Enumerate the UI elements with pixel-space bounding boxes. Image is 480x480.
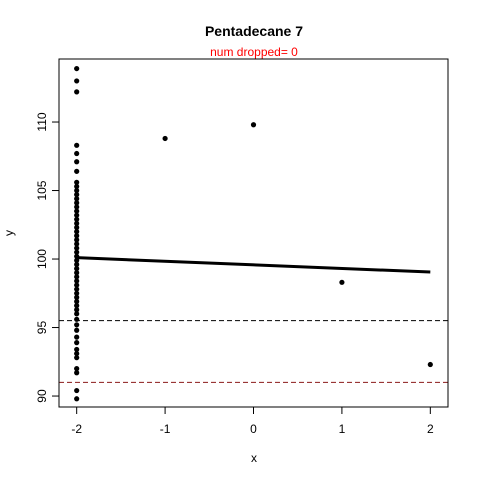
data-point bbox=[74, 366, 80, 372]
data-point bbox=[74, 159, 80, 165]
data-point bbox=[74, 303, 80, 309]
data-point bbox=[74, 316, 80, 322]
data-point bbox=[74, 307, 80, 313]
fit-line bbox=[76, 256, 431, 274]
data-point bbox=[74, 229, 80, 235]
data-point bbox=[74, 65, 80, 72]
chart-title: Pentadecane 7 bbox=[205, 23, 303, 39]
x-tick-label: 0 bbox=[250, 422, 257, 436]
data-point bbox=[74, 298, 80, 305]
chart-subtitle: num dropped= 0 bbox=[210, 45, 298, 59]
data-point bbox=[74, 204, 80, 210]
data-point bbox=[74, 200, 80, 206]
data-point bbox=[74, 183, 80, 190]
data-point bbox=[74, 274, 80, 280]
data-point bbox=[74, 249, 80, 255]
plot-frame bbox=[58, 58, 449, 408]
y-axis-label: y bbox=[2, 230, 16, 236]
x-axis-label: x bbox=[251, 451, 257, 465]
data-point bbox=[74, 294, 80, 300]
data-point bbox=[74, 322, 80, 328]
data-point bbox=[339, 279, 345, 285]
data-point bbox=[74, 346, 80, 353]
data-point bbox=[74, 350, 80, 357]
data-point bbox=[74, 261, 80, 268]
data-point bbox=[74, 78, 80, 84]
data-point bbox=[74, 282, 80, 288]
data-point bbox=[74, 387, 80, 394]
data-point bbox=[74, 278, 80, 284]
x-tick-label: -1 bbox=[160, 422, 171, 436]
data-point bbox=[74, 257, 80, 264]
data-point bbox=[74, 396, 80, 402]
data-point bbox=[74, 233, 80, 239]
data-point bbox=[162, 135, 168, 142]
data-point bbox=[74, 168, 80, 174]
data-point bbox=[74, 150, 80, 157]
data-point bbox=[74, 370, 80, 376]
data-point bbox=[74, 220, 80, 227]
data-point bbox=[74, 179, 80, 185]
x-tick-label: 2 bbox=[427, 422, 434, 436]
data-point bbox=[74, 311, 80, 317]
data-point bbox=[74, 245, 80, 251]
data-point bbox=[74, 270, 80, 276]
data-point bbox=[74, 224, 80, 231]
data-point bbox=[74, 192, 80, 198]
data-point bbox=[74, 355, 80, 361]
data-point bbox=[74, 212, 80, 218]
data-point bbox=[74, 327, 80, 333]
y-axis: 90 95 100 105 110 bbox=[35, 112, 60, 403]
y-tick-label: 100 bbox=[35, 249, 49, 269]
data-point bbox=[74, 89, 80, 95]
y-tick-label: 105 bbox=[35, 180, 49, 200]
data-point bbox=[74, 266, 80, 272]
data-point bbox=[74, 187, 80, 194]
data-point bbox=[74, 142, 80, 148]
y-tick-label: 90 bbox=[35, 389, 49, 403]
x-axis: -2 -1 0 1 2 bbox=[71, 406, 434, 436]
data-point bbox=[74, 237, 80, 243]
data-point bbox=[74, 340, 80, 346]
plot-layer bbox=[59, 65, 448, 402]
data-point bbox=[74, 253, 80, 259]
y-tick-label: 110 bbox=[35, 112, 49, 131]
data-point bbox=[74, 286, 80, 292]
data-point bbox=[74, 290, 80, 296]
x-tick-label: 1 bbox=[339, 422, 346, 436]
data-point bbox=[74, 208, 80, 214]
data-point bbox=[74, 241, 80, 247]
data-point bbox=[427, 361, 433, 368]
data-point bbox=[74, 216, 80, 222]
data-point bbox=[74, 196, 80, 202]
data-point bbox=[250, 122, 257, 128]
data-point bbox=[74, 334, 80, 340]
y-tick-label: 95 bbox=[35, 321, 49, 335]
x-tick-label: -2 bbox=[71, 422, 82, 436]
